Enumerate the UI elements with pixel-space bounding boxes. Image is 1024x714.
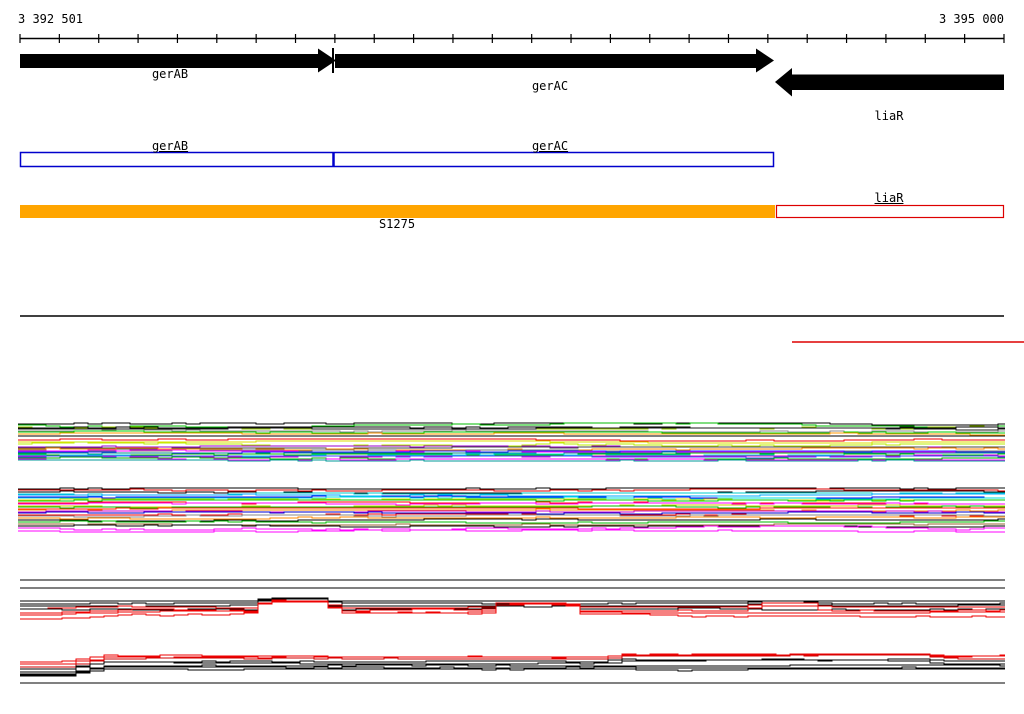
profile-line [20, 653, 1005, 665]
profile-line [18, 502, 1005, 506]
profile-line [20, 599, 1005, 610]
profile-line [18, 427, 1005, 431]
profile-line [18, 455, 1005, 459]
gene-label-liaR: liaR [874, 109, 904, 123]
coordinate-left: 3 392 501 [18, 12, 84, 26]
profile-line [18, 496, 1005, 500]
profile-line [18, 520, 1005, 524]
profile-line [18, 490, 1005, 494]
profile-line [18, 529, 1005, 533]
profile-tracks [18, 422, 1005, 684]
profile-line [18, 487, 1005, 490]
segment-bar-S1275[interactable] [20, 205, 775, 218]
profile-line [18, 488, 1005, 492]
segment-label-S1275: S1275 [378, 217, 416, 231]
profile-line [18, 507, 1005, 510]
profile-line [18, 438, 1005, 442]
profile-line [18, 440, 1005, 444]
profile-line [18, 498, 1005, 502]
profile-line [18, 441, 1005, 447]
profile-line [20, 664, 1005, 675]
profile-line [18, 499, 1005, 502]
profile-line [18, 450, 1005, 454]
gene-label-gerAB: gerAB [151, 67, 189, 81]
profile-line [20, 600, 1005, 620]
gene-start-marker-gerAC [332, 48, 334, 73]
ruler-ticks [19, 34, 1005, 43]
profile-line [20, 659, 1005, 673]
profile-line [18, 430, 1005, 434]
segment-label-liaR[interactable]: liaR [874, 191, 904, 205]
profile-line [18, 493, 1005, 497]
profile-line [18, 525, 1005, 531]
profile-line [18, 458, 1005, 461]
segment-box-liaR[interactable] [775, 204, 1005, 219]
coordinate-right: 3 395 000 [938, 12, 1004, 26]
profile-line [18, 447, 1005, 451]
gene-arrow-gerAC[interactable] [335, 48, 774, 73]
profile-line [20, 654, 1005, 668]
gene-label-gerAC: gerAC [531, 79, 569, 93]
profile-line [18, 422, 1005, 428]
annotation-box-gerAB-gerAC[interactable] [19, 151, 775, 168]
profile-line [18, 495, 1005, 499]
profile-line [18, 511, 1005, 515]
profile-line [20, 666, 1005, 676]
profile-line [18, 449, 1005, 453]
profile-line [18, 523, 1005, 526]
gene-arrow-gerAB[interactable] [20, 48, 336, 73]
gene-arrow-liaR[interactable] [775, 68, 1004, 97]
annotation-label-gerAB[interactable]: gerAB [151, 139, 189, 153]
annotation-label-gerAC[interactable]: gerAC [531, 139, 569, 153]
profile-line [18, 514, 1005, 518]
profile-line [18, 432, 1005, 436]
profile-line [18, 516, 1005, 520]
profile-line [18, 452, 1005, 456]
profile-line [18, 459, 1005, 462]
profile-line [20, 668, 1005, 677]
